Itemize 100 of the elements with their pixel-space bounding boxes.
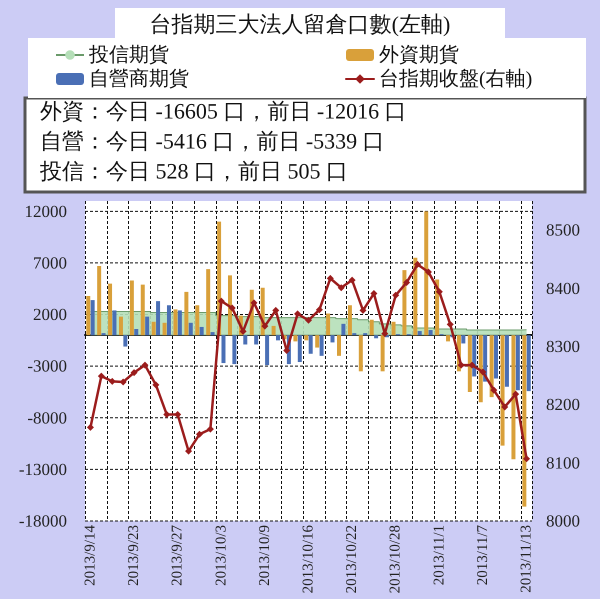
bar	[504, 335, 509, 387]
bar	[374, 335, 378, 338]
chart-title: 台指期三大法人留倉口數(左軸)	[150, 12, 450, 36]
point	[272, 306, 280, 314]
bar	[265, 335, 270, 366]
bar	[413, 258, 418, 336]
bar	[522, 335, 526, 507]
point	[501, 403, 508, 410]
point	[196, 430, 203, 438]
x-tick-label: 2013/9/14	[82, 524, 98, 586]
bar	[173, 309, 178, 336]
y-tick-label: -13000	[18, 460, 67, 479]
y2-tick-label: 8000	[546, 512, 580, 530]
point	[360, 306, 367, 314]
x-tick-label: 2013/9/23	[126, 525, 142, 586]
bar	[392, 322, 396, 336]
point	[403, 278, 410, 286]
bar	[86, 296, 90, 336]
x-tick-label: 2013/9/27	[170, 524, 186, 586]
point	[218, 298, 225, 305]
y-tick-label: 2000	[33, 305, 67, 324]
point	[414, 260, 422, 268]
point	[152, 381, 160, 388]
bar	[315, 335, 320, 348]
point	[130, 369, 138, 376]
bar	[166, 305, 171, 336]
bar	[428, 330, 433, 336]
text: 自營：今日 -5416 口，前日 -5339 口	[40, 128, 385, 154]
bar	[461, 335, 466, 344]
x-tick-label: 2013/11/13	[518, 525, 535, 593]
y-tick-label: -8000	[27, 408, 67, 428]
bar	[511, 335, 516, 460]
bar	[276, 335, 280, 340]
bar	[221, 335, 226, 364]
point	[108, 378, 116, 385]
bar	[446, 335, 450, 342]
bar	[330, 335, 335, 342]
y2-tick-label: 8500	[546, 220, 580, 240]
point	[436, 288, 443, 296]
text: 投信：今日 528 口，前日 505 口	[39, 158, 348, 184]
point	[174, 411, 182, 418]
bar	[526, 335, 531, 392]
bar	[304, 335, 308, 340]
point	[326, 274, 334, 282]
bar	[206, 269, 210, 336]
bar	[424, 211, 428, 336]
point	[392, 292, 400, 299]
bar	[112, 310, 116, 336]
point	[250, 299, 258, 306]
bar	[108, 284, 112, 336]
y2-tick-label: 8200	[546, 395, 580, 414]
x-tick-label: 2013/11/1	[431, 525, 448, 586]
bar	[326, 314, 330, 336]
y-tick-label: 12000	[24, 202, 67, 221]
legend-label: 台指期收盤(右軸)	[379, 68, 532, 90]
bar	[298, 335, 302, 362]
bar	[184, 292, 188, 336]
bar	[348, 305, 352, 336]
bar	[380, 335, 385, 372]
point	[294, 310, 302, 318]
y-tick-label: -18000	[18, 512, 67, 530]
bar	[134, 329, 138, 336]
bar	[123, 335, 128, 347]
bar	[308, 335, 313, 354]
bar	[145, 316, 150, 336]
point	[338, 284, 345, 292]
bar	[97, 266, 102, 336]
bar	[494, 335, 498, 379]
point	[206, 426, 214, 433]
legend-label: 投信期貨	[88, 44, 169, 66]
bar	[195, 305, 200, 336]
bar	[418, 331, 422, 336]
point	[348, 276, 356, 284]
y2-tick-label: 8400	[546, 278, 580, 298]
bar	[490, 335, 494, 398]
point	[163, 411, 170, 418]
legend-label: 自營商期貨	[89, 68, 189, 90]
bar	[200, 326, 204, 336]
point	[261, 322, 268, 330]
point	[468, 362, 476, 369]
point	[523, 455, 530, 462]
bar	[516, 335, 520, 390]
bar	[337, 335, 342, 356]
bar	[130, 280, 134, 336]
bar	[272, 326, 276, 336]
point	[316, 306, 323, 314]
point	[490, 386, 498, 394]
bar	[254, 335, 258, 344]
bar	[140, 284, 145, 336]
point	[479, 368, 486, 376]
bar	[358, 335, 363, 372]
bar	[370, 320, 374, 336]
bar	[478, 335, 483, 402]
point	[86, 424, 94, 431]
bar	[156, 301, 160, 336]
bar	[152, 322, 156, 336]
bar	[188, 322, 193, 336]
point	[458, 362, 465, 369]
y2-tick-label: 8100	[546, 453, 580, 472]
x-tick-label: 2013/10/3	[213, 525, 230, 586]
